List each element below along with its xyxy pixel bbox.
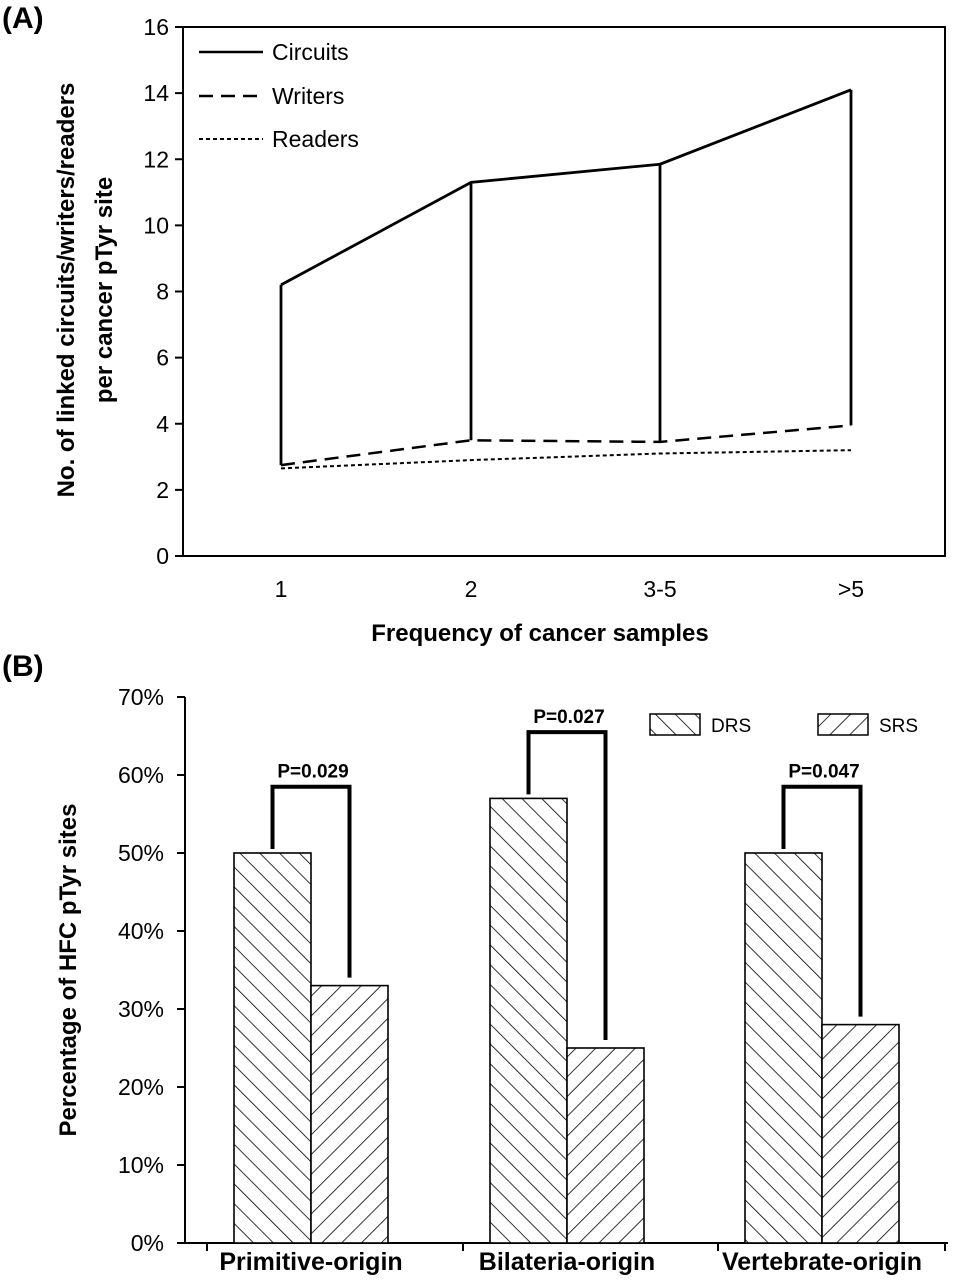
legend-circuits-label: Circuits — [272, 39, 349, 65]
writers-line — [280, 424, 852, 467]
panel-a-x-axis: 1 2 3-5 >5 — [275, 576, 865, 602]
y-tick-label: 4 — [156, 411, 169, 437]
x-tick-label: >5 — [838, 576, 864, 602]
significance-bracket — [270, 784, 352, 978]
y-tick-label: 16 — [143, 14, 169, 40]
legend-drs-swatch — [649, 713, 701, 736]
significance-bracket — [526, 730, 608, 1040]
bar-srs — [566, 1047, 645, 1244]
panel-b-bars — [233, 797, 900, 1244]
category-label: Bilateria-origin — [479, 1248, 655, 1276]
x-tick-label: 2 — [465, 576, 478, 602]
significance-bracket — [781, 784, 863, 1017]
y-tick-label: 0% — [131, 1230, 164, 1256]
panel-b-label: (B) — [2, 650, 44, 683]
legend-drs-label: DRS — [711, 716, 751, 737]
panel-a-legend: Circuits Writers Readers — [199, 39, 359, 152]
x-tick-label: 1 — [275, 576, 288, 602]
panel-a-label: (A) — [2, 2, 44, 35]
bar-srs — [310, 984, 389, 1244]
bar-drs — [744, 852, 823, 1244]
legend-srs-swatch — [817, 713, 869, 736]
panel-b-x-axis: Primitive-origin Bilateria-origin Vertebra… — [206, 1243, 946, 1276]
legend-readers-label: Readers — [272, 126, 359, 152]
panel-a-x-axis-title: Frequency of cancer samples — [371, 620, 708, 647]
category-label: Primitive-origin — [219, 1248, 402, 1276]
y-tick-label: 60% — [118, 762, 164, 788]
panel-a-y-axis-title-line2: per cancer pTyr site — [91, 177, 118, 403]
panel-b-bar-chart: (B) 0%10%20%30%40%50%60%70% P=0.029P=0.0… — [2, 650, 948, 1276]
panel-b-legend: DRS SRS — [649, 713, 918, 737]
y-tick-label: 50% — [118, 840, 164, 866]
y-tick-label: 10 — [143, 212, 169, 238]
p-value-label: P=0.027 — [533, 707, 604, 728]
readers-line — [280, 449, 852, 470]
y-tick-label: 14 — [143, 80, 169, 106]
panel-b-y-axis-title: Percentage of HFC pTyr sites — [55, 804, 82, 1137]
panel-b-y-axis: 0% 10% 20% 30% 40% 50% 60% 70% — [118, 684, 185, 1256]
y-tick-label: 6 — [156, 345, 169, 371]
p-value-label: P=0.029 — [277, 762, 348, 783]
circuits-line — [280, 88, 852, 287]
y-tick-label: 2 — [156, 477, 169, 503]
legend-writers-label: Writers — [272, 83, 344, 109]
y-tick-label: 70% — [118, 684, 164, 710]
y-tick-label: 8 — [156, 279, 169, 305]
y-tick-label: 10% — [118, 1152, 164, 1178]
y-tick-label: 40% — [118, 918, 164, 944]
category-label: Vertebrate-origin — [722, 1248, 922, 1276]
bar-drs — [489, 797, 568, 1244]
panel-a-series — [279, 88, 853, 470]
y-tick-label: 12 — [143, 146, 169, 172]
legend-srs-label: SRS — [879, 716, 918, 737]
p-value-label: P=0.047 — [788, 762, 859, 783]
y-tick-label: 0 — [156, 543, 169, 569]
bar-srs — [821, 1023, 900, 1244]
panel-b-significance-brackets: P=0.029 P=0.027 P=0.047 — [270, 707, 863, 1040]
panel-a-y-axis-title-line1: No. of linked circuits/writers/readers — [53, 83, 80, 498]
bar-drs — [233, 852, 312, 1244]
panel-a-y-axis: 0 2 4 6 8 10 12 14 16 — [143, 14, 183, 569]
x-tick-label: 3-5 — [643, 576, 676, 602]
y-tick-label: 30% — [118, 996, 164, 1022]
y-tick-label: 20% — [118, 1074, 164, 1100]
